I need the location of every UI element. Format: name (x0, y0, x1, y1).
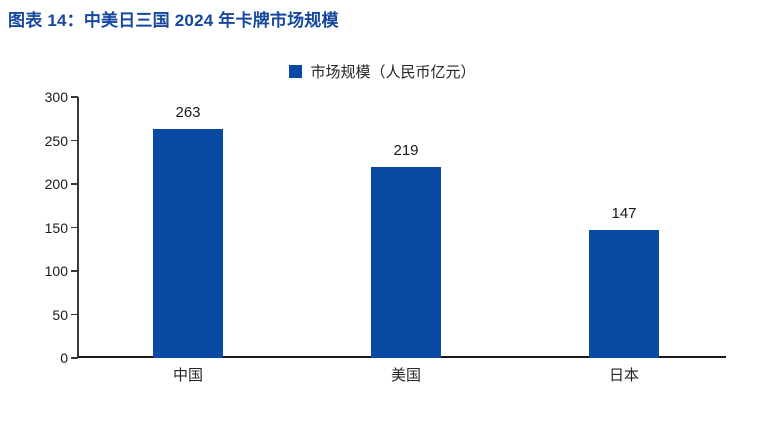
bar-value-label: 263 (175, 104, 201, 122)
chart-legend: 市场规模（人民币亿元） (20, 61, 745, 82)
legend-label: 市场规模（人民币亿元） (310, 64, 476, 81)
y-tick-label: 250 (44, 132, 68, 149)
bar (589, 230, 659, 358)
y-tick-mark (71, 270, 78, 272)
y-tick-mark (71, 313, 78, 316)
bar-value-label: 219 (393, 142, 419, 160)
y-tick-mark (71, 357, 78, 359)
y-tick-label: 150 (44, 219, 68, 236)
bar-value-label: 147 (611, 205, 637, 223)
x-category-label: 中国 (172, 367, 203, 384)
x-category-label: 美国 (390, 367, 421, 384)
x-category-label: 日本 (608, 367, 639, 384)
y-tick-label: 0 (60, 350, 68, 366)
y-tick-label: 50 (52, 306, 68, 323)
figure-title: 图表 14：中美日三国 2024 年卡牌市场规模 (8, 11, 339, 30)
y-tick-label: 300 (44, 89, 68, 105)
y-tick-mark (71, 139, 78, 142)
y-tick-label: 100 (44, 263, 68, 279)
bar (153, 129, 223, 358)
y-tick-mark (71, 183, 78, 185)
legend-swatch-icon (289, 65, 303, 78)
y-tick-mark (71, 226, 78, 229)
y-tick-label: 200 (44, 176, 68, 192)
y-tick-mark (71, 96, 78, 98)
bar (371, 167, 441, 358)
